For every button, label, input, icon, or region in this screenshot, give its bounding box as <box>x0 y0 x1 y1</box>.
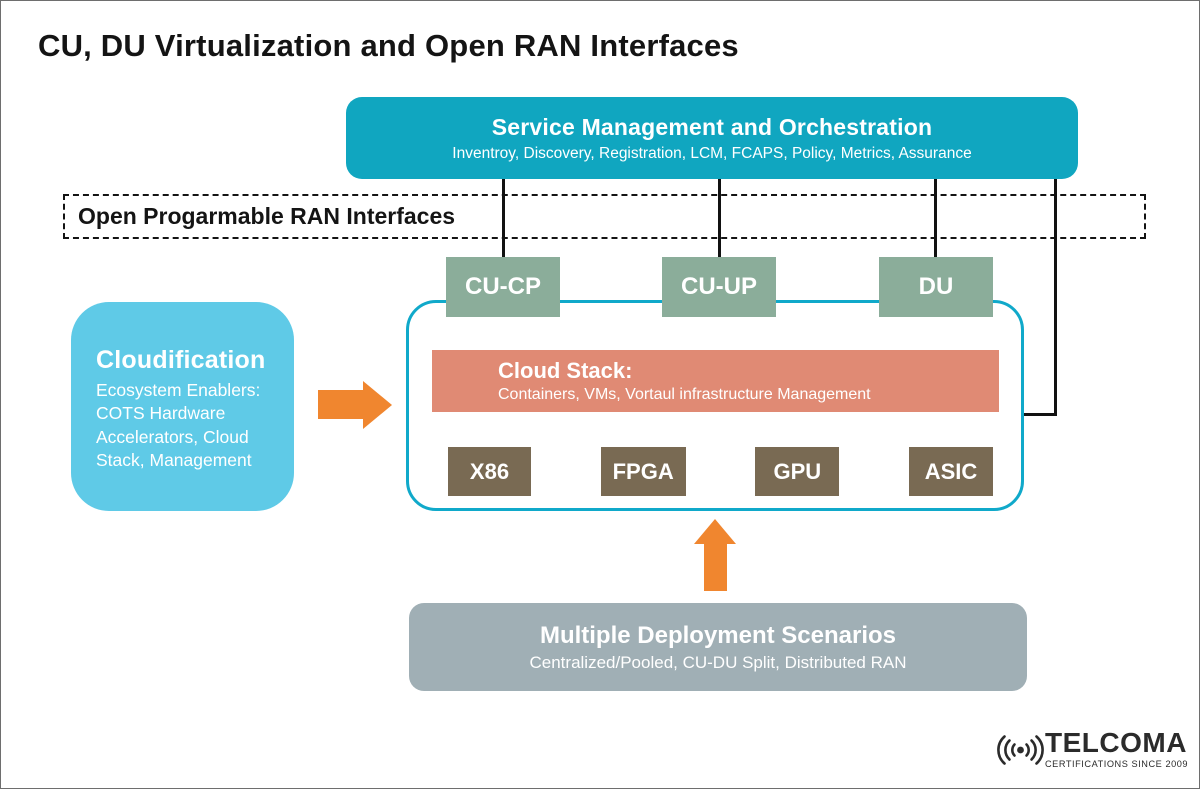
connector-smo-to-du <box>934 179 937 257</box>
chip-asic: ASIC <box>908 447 993 496</box>
connector-smo-to-cucp <box>502 179 505 257</box>
arrow-right-icon <box>363 381 392 429</box>
chip-fpga: FPGA <box>600 447 686 496</box>
arrow-up-shaft <box>704 542 727 591</box>
logo-tagline: CERTIFICATIONS SINCE 2009 <box>1045 759 1189 769</box>
connector-smo-to-cloud-container-horizontal <box>1024 413 1057 416</box>
deployment-title: Multiple Deployment Scenarios <box>539 621 897 649</box>
connector-smo-to-cuup <box>718 179 721 257</box>
arrow-up-icon <box>694 519 736 544</box>
node-cu-up: CU-UP <box>662 257 776 317</box>
cloudification-title: Cloudification <box>96 346 266 374</box>
connector-smo-to-cloud-container-vertical <box>1054 179 1057 416</box>
smo-title: Service Management and Orchestration <box>491 113 933 140</box>
chip-gpu: GPU <box>755 447 840 496</box>
open-ran-interfaces-label: Open Progarmable RAN Interfaces <box>78 203 456 229</box>
cloud-stack-bar: Cloud Stack: Containers, VMs, Vortaul in… <box>432 350 999 412</box>
logo-name: TELCOMA <box>1045 727 1187 758</box>
deployment-scenarios-box: Multiple Deployment Scenarios Centralize… <box>409 603 1027 691</box>
arrow-right-shaft <box>318 390 364 419</box>
smo-subtitle: Inventroy, Discovery, Registration, LCM,… <box>452 144 972 162</box>
node-du: DU <box>879 257 993 317</box>
service-management-orchestration-box: Service Management and Orchestration Inv… <box>346 97 1078 179</box>
node-cu-cp: CU-CP <box>446 257 560 317</box>
deployment-subtitle: Centralized/Pooled, CU-DU Split, Distrib… <box>529 652 907 672</box>
cloud-stack-subtitle: Containers, VMs, Vortaul infrastructure … <box>498 386 871 403</box>
telcoma-logo: TELCOMA CERTIFICATIONS SINCE 2009 <box>997 729 1188 769</box>
hardware-chip-row: X86 FPGA GPU ASIC <box>448 447 993 496</box>
open-ran-interfaces-band: Open Progarmable RAN Interfaces <box>63 194 1146 239</box>
cloudification-box: Cloudification Ecosystem Enablers: COTS … <box>71 302 294 511</box>
cloudification-body: Ecosystem Enablers: COTS Hardware Accele… <box>96 380 261 470</box>
cloud-stack-title: Cloud Stack: <box>498 358 633 383</box>
page-title: CU, DU Virtualization and Open RAN Inter… <box>38 28 739 63</box>
chip-x86: X86 <box>448 447 531 496</box>
broadcast-signal-icon <box>997 735 1044 765</box>
